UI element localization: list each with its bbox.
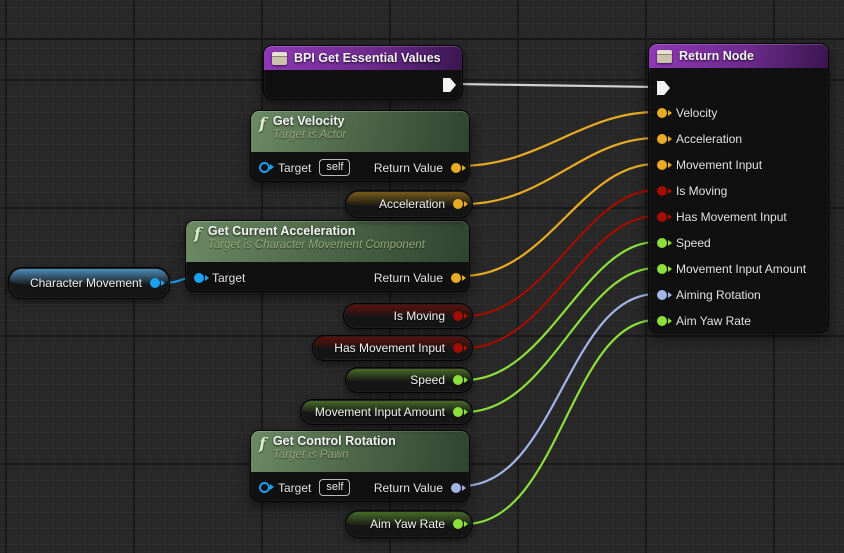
return-value-pin[interactable] [451, 482, 466, 493]
pin-label: Target [278, 160, 312, 175]
velocity-pin[interactable] [657, 108, 672, 118]
aim-yaw-rate-pin[interactable] [657, 316, 672, 326]
is-moving-output-pin[interactable] [453, 311, 468, 321]
pin-row: Velocity [649, 100, 828, 126]
node-bpi-get-essential-values[interactable]: BPI Get Essential Values [263, 45, 463, 100]
pin-row: Has Movement Input [649, 204, 828, 230]
pill-speed[interactable]: Speed [345, 367, 473, 393]
node-title: Return Node [679, 49, 754, 63]
wire-movement-input-amount[interactable] [463, 266, 658, 414]
exec-input-pin[interactable] [657, 81, 670, 95]
is-moving-pin[interactable] [657, 186, 672, 196]
pin-row: Aiming Rotation [649, 282, 828, 308]
node-subtitle: Target is Actor [272, 129, 347, 141]
pill-acceleration[interactable]: Acceleration [345, 190, 473, 218]
function-icon: f [259, 434, 266, 453]
pill-label: Movement Input Amount [314, 405, 445, 419]
node-title: Get Control Rotation [272, 434, 396, 448]
character-movement-output-pin[interactable] [150, 278, 165, 288]
node-get-velocity[interactable]: f Get Velocity Target is Actor Target se… [250, 110, 470, 182]
interface-node-icon [272, 51, 287, 65]
movement-input-amount-output-pin[interactable] [453, 407, 468, 417]
pin-label: Return Value [373, 270, 443, 285]
return-value-pin[interactable] [451, 272, 466, 283]
pill-has-movement-input[interactable]: Has Movement Input [312, 335, 473, 361]
node-return[interactable]: Return Node Velocity Acceleration Moveme… [648, 43, 829, 333]
pill-character-movement[interactable]: Character Movement [8, 267, 170, 299]
pin-label: Speed [676, 236, 711, 250]
pill-label: Speed [410, 373, 445, 387]
self-default-value[interactable]: self [319, 479, 351, 496]
pin-row: Aim Yaw Rate [649, 308, 828, 334]
acceleration-pin[interactable] [657, 134, 672, 144]
self-default-value[interactable]: self [319, 159, 351, 176]
pill-label: Acceleration [378, 197, 445, 211]
node-get-control-rotation[interactable]: f Get Control Rotation Target is Pawn Ta… [250, 430, 470, 502]
pill-label: Character Movement [29, 276, 142, 290]
pin-row: Speed [649, 230, 828, 256]
function-icon: f [194, 224, 201, 243]
wire-aim-yaw-rate[interactable] [463, 318, 658, 526]
exec-output-pin[interactable] [443, 78, 456, 92]
wire-aiming-rotation[interactable] [460, 292, 658, 488]
function-icon: f [259, 114, 266, 133]
pin-label: Acceleration [676, 132, 743, 146]
node-header[interactable]: f Get Current Acceleration Target is Cha… [186, 221, 469, 262]
node-header[interactable]: BPI Get Essential Values [264, 46, 462, 70]
pin-label: Has Movement Input [676, 210, 787, 224]
node-subtitle: Target is Character Movement Component [207, 239, 425, 251]
movement-input-pin[interactable] [657, 160, 672, 170]
pill-label: Is Moving [393, 309, 445, 323]
pill-aim-yaw-rate[interactable]: Aim Yaw Rate [345, 510, 473, 538]
node-header[interactable]: Return Node [649, 44, 828, 68]
pin-label: Target [212, 270, 246, 285]
pin-row: Movement Input [649, 152, 828, 178]
node-title: Get Velocity [272, 114, 345, 128]
wire-exec[interactable] [455, 82, 657, 89]
pill-is-moving[interactable]: Is Moving [343, 303, 473, 329]
aiming-rotation-pin[interactable] [657, 290, 672, 300]
speed-pin[interactable] [657, 238, 672, 248]
node-title: Get Current Acceleration [207, 224, 356, 238]
pill-movement-input-amount[interactable]: Movement Input Amount [300, 399, 473, 425]
target-pin[interactable] [259, 162, 274, 173]
target-pin[interactable] [194, 272, 209, 283]
wire-acceleration[interactable] [463, 136, 658, 206]
pin-label: Return Value [373, 480, 443, 495]
node-title: BPI Get Essential Values [294, 51, 441, 65]
wire-movement-input[interactable] [460, 162, 658, 278]
pin-label: Movement Input [676, 158, 763, 172]
speed-output-pin[interactable] [453, 375, 468, 385]
node-header[interactable]: f Get Control Rotation Target is Pawn [251, 431, 469, 472]
pin-label: Movement Input Amount [676, 262, 807, 276]
pin-label: Is Moving [676, 184, 728, 198]
movement-input-amount-pin[interactable] [657, 264, 672, 274]
pin-row: Is Moving [649, 178, 828, 204]
pin-label: Target [278, 480, 312, 495]
interface-node-icon [657, 49, 672, 63]
pin-row: Movement Input Amount [649, 256, 828, 282]
wire-velocity[interactable] [458, 110, 658, 168]
node-get-current-acceleration[interactable]: f Get Current Acceleration Target is Cha… [185, 220, 470, 292]
pill-label: Aim Yaw Rate [370, 517, 445, 531]
target-pin[interactable] [259, 482, 274, 493]
aim-yaw-rate-output-pin[interactable] [453, 519, 468, 529]
wire-has-movement-input[interactable] [463, 214, 658, 350]
wire-speed[interactable] [463, 240, 658, 382]
has-movement-input-pin[interactable] [657, 212, 672, 222]
return-value-pin[interactable] [451, 162, 466, 173]
pin-label: Aiming Rotation [676, 288, 761, 302]
node-header[interactable]: f Get Velocity Target is Actor [251, 111, 469, 152]
node-subtitle: Target is Pawn [272, 449, 349, 461]
acceleration-output-pin[interactable] [453, 199, 468, 209]
has-movement-input-output-pin[interactable] [453, 343, 468, 353]
pin-row: Acceleration [649, 126, 828, 152]
pin-label: Velocity [676, 106, 718, 120]
pin-label: Aim Yaw Rate [676, 314, 751, 328]
pin-label: Return Value [373, 160, 443, 175]
wire-is-moving[interactable] [463, 188, 658, 318]
pill-label: Has Movement Input [334, 341, 445, 355]
